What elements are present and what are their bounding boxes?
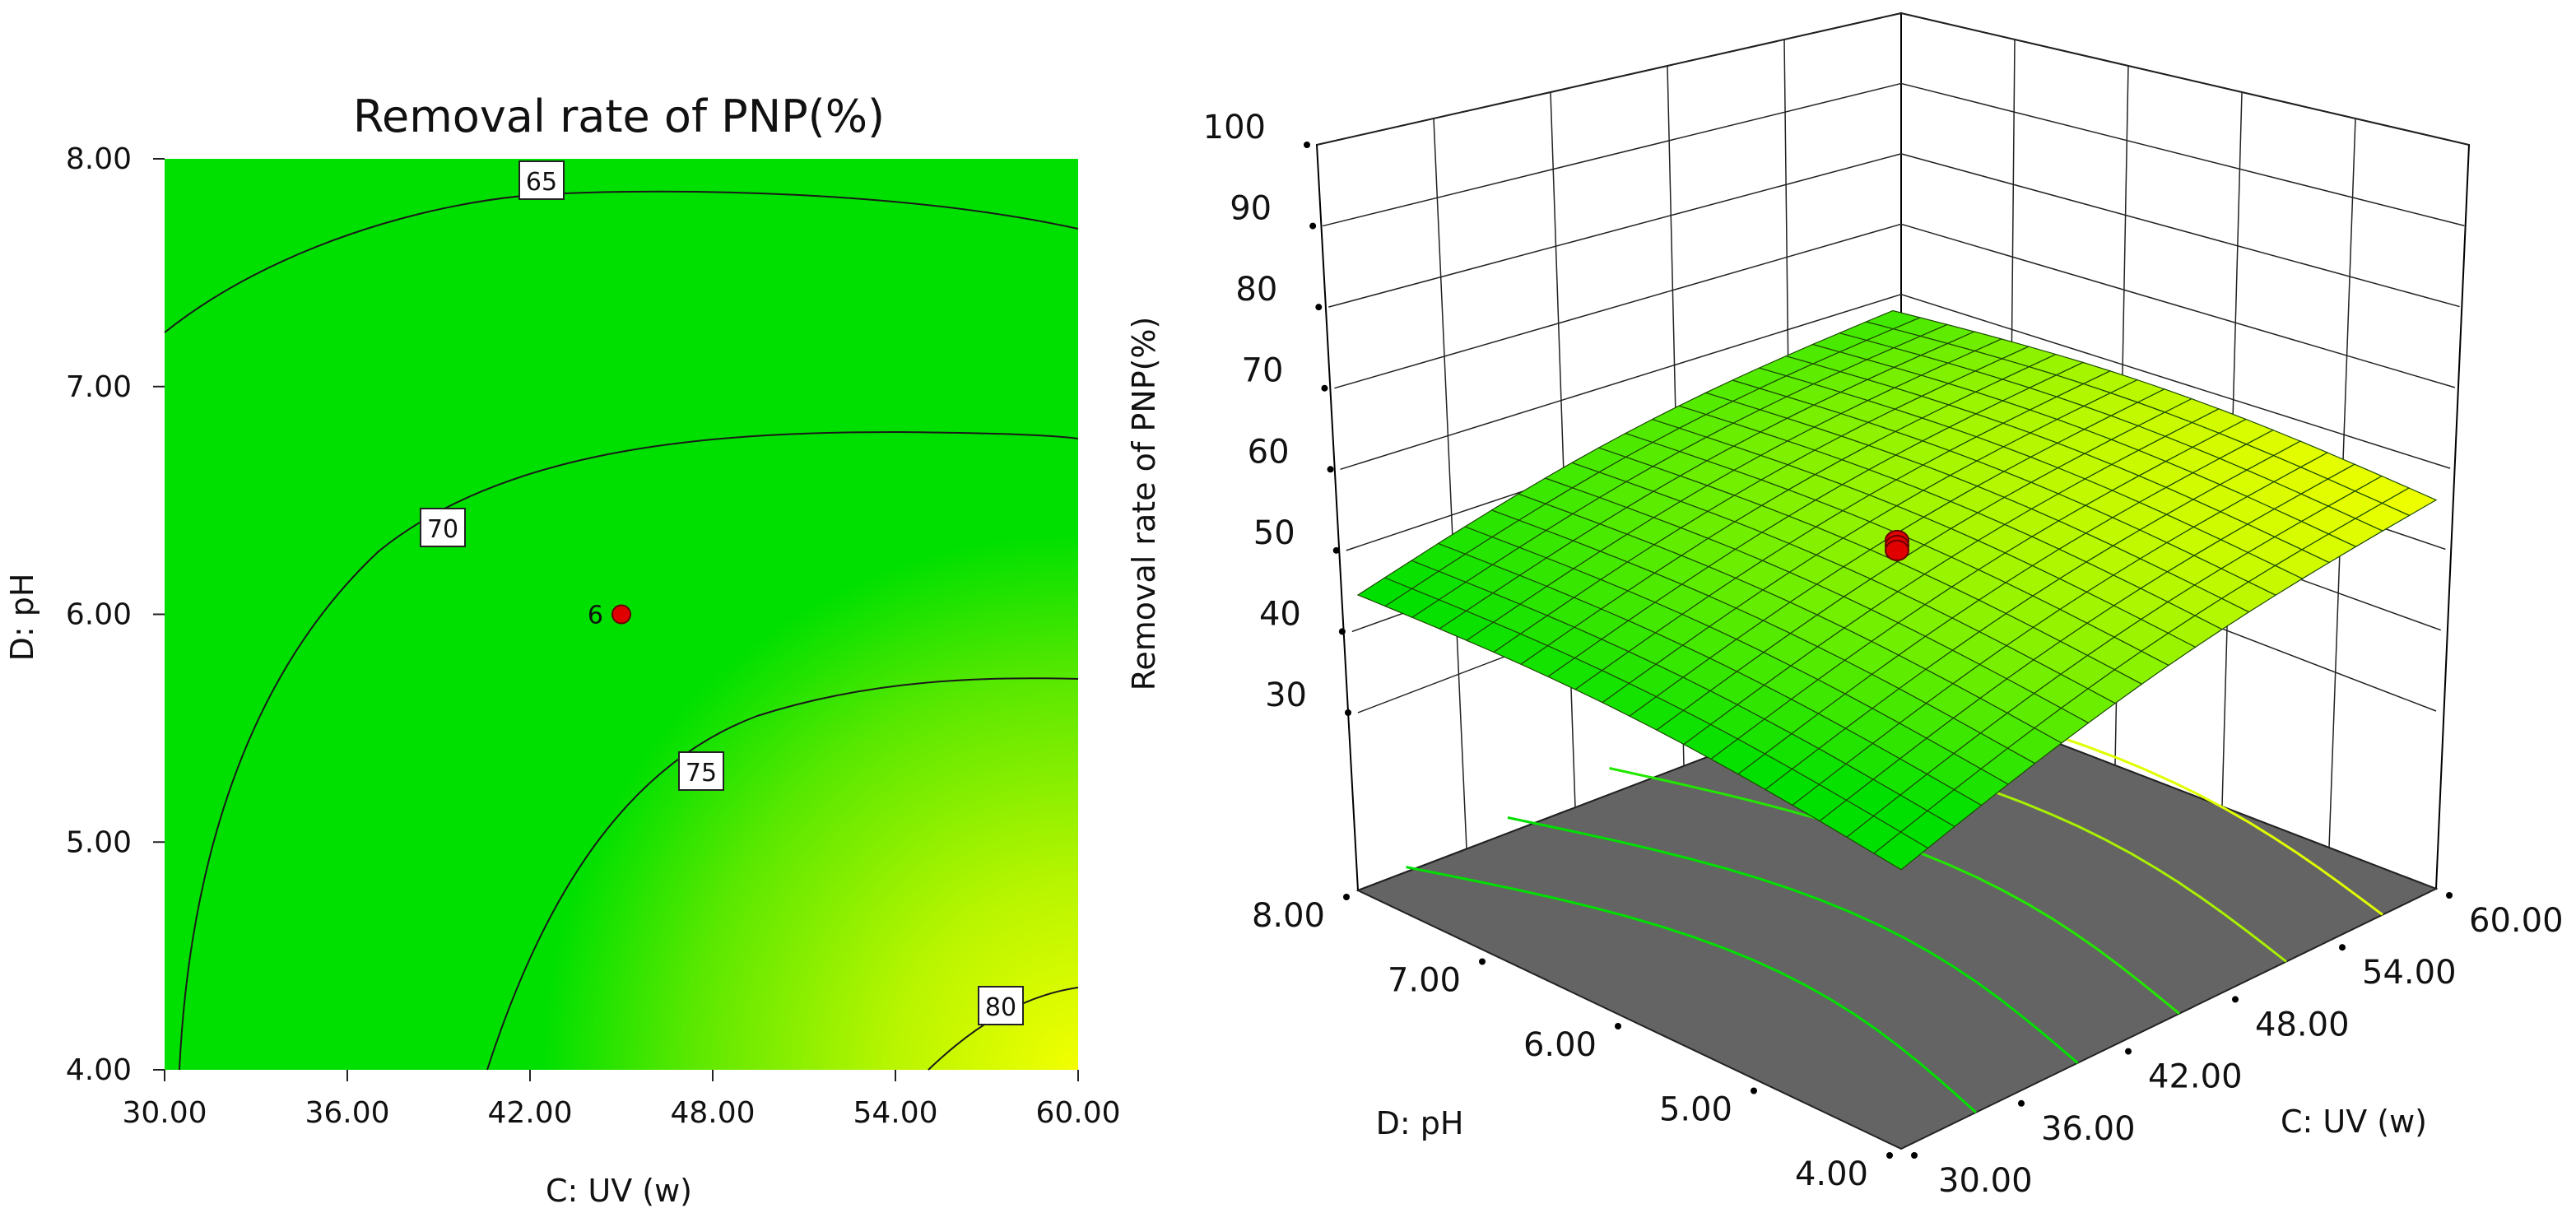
z-tick-label: 70 <box>1242 352 1284 390</box>
z-tick-mark <box>1338 628 1346 635</box>
design-point-marker <box>611 604 631 625</box>
contour-x-tick-label: 30.00 <box>122 1096 207 1130</box>
contour-label-75: 75 <box>678 751 724 791</box>
z-tick-label: 100 <box>1203 109 1266 146</box>
y-tick-mark <box>1615 1023 1621 1029</box>
x-tick-mark <box>1911 1152 1918 1159</box>
z-tick-label: 40 <box>1259 595 1301 633</box>
x-tick-label: 30.00 <box>1938 1162 2033 1200</box>
y-tick-mark <box>1751 1087 1757 1094</box>
x-tick-label: 36.00 <box>2041 1110 2136 1148</box>
contour-y-tick-label: 7.00 <box>66 370 132 404</box>
left-wall-z-line <box>1316 12 1902 146</box>
y-tick-label: 8.00 <box>1252 897 1325 935</box>
contour-y-tick-label: 5.00 <box>66 825 132 859</box>
y-tick-label: 4.00 <box>1795 1155 1868 1193</box>
x-tick-mark <box>2125 1048 2132 1055</box>
svg-text:70: 70 <box>427 515 458 544</box>
svg-text:65: 65 <box>526 168 557 197</box>
z-tick-mark <box>1304 142 1310 148</box>
left-wall-z-line <box>1322 82 1902 227</box>
z-tick-mark <box>1309 222 1317 230</box>
contour-title: Removal rate of PNP(%) <box>353 91 885 142</box>
left-wall-z-line <box>1340 293 1902 471</box>
y-axis-ticks: 4.00 5.00 6.00 7.00 8.00 <box>1252 894 1893 1193</box>
right-wall-z-line <box>1900 223 2456 388</box>
contour-label-80: 80 <box>978 986 1024 1025</box>
design-point-label: 6 <box>588 602 603 630</box>
contour-x-tick-label: 60.00 <box>1035 1096 1120 1130</box>
x-tick-label: 48.00 <box>2255 1006 2350 1043</box>
contour-y-ticks: 4.00 5.00 6.00 7.00 8.00 <box>66 142 165 1087</box>
x-tick-label: 60.00 <box>2469 902 2564 940</box>
z-tick-mark <box>1315 304 1323 311</box>
x-tick-label: 54.00 <box>2362 954 2457 992</box>
x-axis-label: C: UV (w) <box>2281 1104 2427 1140</box>
right-wall-z-line <box>1900 293 2451 469</box>
contour-y-axis-label: D: pH <box>4 574 40 662</box>
contour-line-70 <box>179 430 1079 1071</box>
y-tick-mark <box>1479 958 1486 965</box>
y-tick-label: 6.00 <box>1523 1026 1597 1064</box>
z-tick-label: 30 <box>1265 676 1307 714</box>
left-wall-z-line <box>1334 223 1902 389</box>
left-wall-grid-line <box>1433 118 1467 849</box>
z-tick-label: 80 <box>1235 271 1277 309</box>
y-axis-label: D: pH <box>1376 1105 1464 1141</box>
contour-x-tick-label: 42.00 <box>487 1096 572 1130</box>
z-tick-label: 60 <box>1248 433 1290 471</box>
y-tick-mark <box>1343 894 1350 900</box>
contour-x-tick-label: 48.00 <box>670 1096 755 1130</box>
contour-x-ticks: 30.00 36.00 42.00 48.00 54.00 60.00 <box>122 1070 1121 1130</box>
contour-y-tick-label: 4.00 <box>66 1053 132 1087</box>
right-wall-z-line <box>1900 153 2460 308</box>
z-tick-label: 90 <box>1230 190 1272 228</box>
z-tick-label: 50 <box>1253 514 1295 552</box>
y-tick-label: 7.00 <box>1388 962 1461 1000</box>
left-wall-grid-line <box>1550 91 1576 808</box>
surface-design-points <box>1885 529 1909 561</box>
z-tick-mark <box>1332 546 1340 554</box>
contour-chart: Removal rate of PNP(%) 65 70 75 80 6 30.… <box>4 91 1121 1209</box>
contour-y-tick-label: 6.00 <box>66 598 132 632</box>
y-tick-mark <box>1886 1152 1893 1159</box>
y-tick-label: 5.00 <box>1659 1091 1732 1129</box>
svg-text:75: 75 <box>686 759 717 788</box>
floor-contour-line <box>1609 767 2180 1015</box>
z-axis-ticks: 30 40 50 60 70 80 90 100 <box>1203 109 1351 716</box>
z-tick-mark <box>1327 466 1334 473</box>
right-wall-z-line <box>1900 82 2465 227</box>
z-tick-mark <box>1345 709 1351 716</box>
contour-line-75 <box>486 677 1079 1071</box>
x-tick-label: 42.00 <box>2148 1058 2243 1096</box>
contour-y-tick-label: 8.00 <box>66 142 132 176</box>
svg-text:80: 80 <box>985 993 1016 1022</box>
x-tick-mark <box>2232 996 2239 1003</box>
x-tick-mark <box>2446 892 2453 899</box>
response-surface <box>1356 309 2438 871</box>
z-tick-mark <box>1321 384 1328 392</box>
contour-x-tick-label: 54.00 <box>853 1096 937 1130</box>
z-axis-label: Removal rate of PNP(%) <box>1126 317 1162 691</box>
x-tick-mark <box>2018 1099 2025 1107</box>
left-wall-z-line <box>1328 153 1902 308</box>
contour-x-tick-label: 36.00 <box>305 1096 389 1130</box>
right-wall-z-line <box>1900 12 2470 146</box>
floor-contour-line <box>1507 816 2079 1064</box>
surface-cell <box>1872 831 1929 871</box>
contour-x-axis-label: C: UV (w) <box>546 1173 692 1209</box>
surface-design-point <box>1885 539 1909 561</box>
contour-label-70: 70 <box>420 508 466 547</box>
contour-label-65: 65 <box>518 160 565 200</box>
x-tick-mark <box>2339 944 2346 951</box>
floor-contour-line <box>1406 866 1978 1113</box>
